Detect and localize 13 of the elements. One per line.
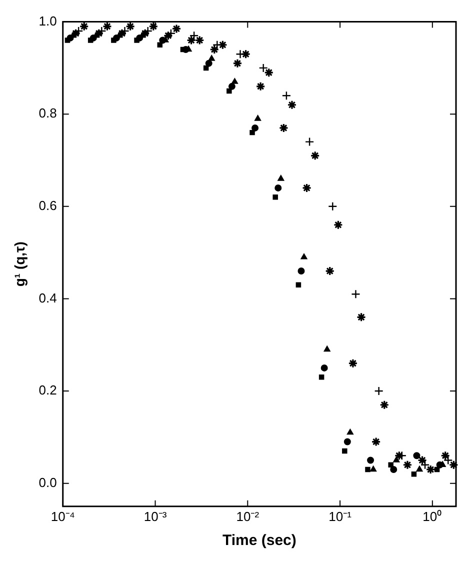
x-tick-label: 10⁻¹	[328, 508, 352, 524]
y-tick-label: 0.2	[38, 382, 57, 398]
y-tick-label: 1.0	[38, 13, 57, 28]
y-tick-label: 0.4	[38, 290, 57, 306]
x-axis-title: Time (sec)	[222, 532, 296, 550]
y-axis-title: g¹ (q,τ)	[11, 242, 28, 287]
x-tick-label: 10⁻³	[144, 508, 168, 524]
y-tick-label: 0.0	[38, 474, 57, 490]
x-tick-label: 10⁻²	[236, 508, 260, 524]
y-tick-label: 0.6	[38, 198, 57, 213]
x-tick-label: 10⁰	[422, 508, 442, 524]
y-tick-label: 0.8	[38, 106, 57, 121]
x-tick-label: 10⁻⁴	[50, 508, 75, 524]
